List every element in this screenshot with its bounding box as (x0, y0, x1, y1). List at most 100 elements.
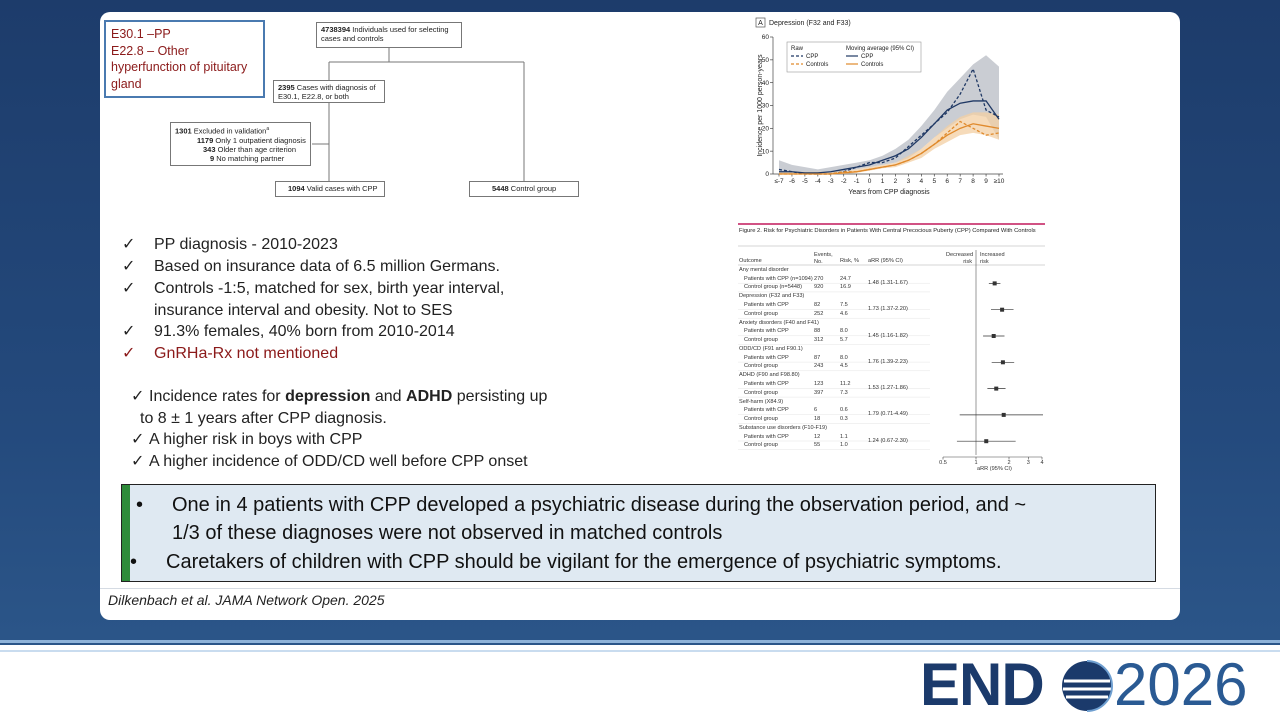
x-tick-label: 8 (971, 178, 975, 185)
events: 270 (814, 275, 824, 282)
risk: 11.2 (840, 380, 851, 387)
outcome: ODD/CD (F91 and F90.1) (739, 345, 803, 352)
count: 343 (203, 144, 216, 154)
x-tick-label: 4 (1040, 460, 1044, 466)
outcome: Self-harm (X84.9) (739, 398, 784, 405)
x-tick-label: 1 (974, 460, 978, 466)
label: Only 1 outpatient diagnosis (215, 135, 306, 145)
row-label: Control group (744, 389, 778, 396)
panel-label-box (755, 17, 766, 28)
row-label: Control group (744, 442, 778, 449)
x-tick-label: 7 (958, 178, 962, 185)
y-tick-label: 30 (762, 103, 770, 110)
events: 82 (814, 302, 821, 308)
events: 55 (814, 442, 821, 449)
conclusion-box: One in 4 patients with CPP developed a p… (121, 484, 1156, 582)
label: Valid cases with CPP (306, 184, 378, 193)
count: 2395 (278, 83, 295, 92)
legend-box (786, 41, 922, 73)
x-tick-label: 3 (1026, 460, 1030, 466)
x-tick-label: ≥10 (994, 178, 1005, 185)
flow-excluded: 1301 Excluded in validationa 1179 Only 1… (170, 122, 311, 166)
x-tick-label: -1 (854, 178, 860, 185)
forest-title: Figure 2. Risk for Psychiatric Disorders… (739, 228, 1036, 234)
finding-item: PP diagnosis - 2010-2023 (122, 234, 534, 256)
citation: Dilkenbach et al. JAMA Network Open. 202… (108, 592, 385, 608)
x-tick-label: 5 (932, 178, 936, 185)
logo-left: END (920, 651, 1045, 718)
row-label: Patients with CPP (744, 354, 789, 361)
y-tick-label: 60 (762, 34, 770, 41)
arr-label: 1.76 (1.39-2.23) (868, 358, 908, 365)
arr-marker (992, 281, 997, 286)
excluded-item: 1179 Only 1 outpatient diagnosis (175, 136, 306, 145)
footnote: a (266, 126, 270, 132)
flow-node: 2395 Cases with diagnosis of E30.1, E22.… (273, 80, 385, 103)
code-line: E30.1 –PP (111, 27, 171, 41)
risk: 1.1 (840, 433, 848, 440)
header: Increased risk (980, 252, 1005, 265)
legend-label: Controls (861, 62, 883, 68)
events: 88 (814, 328, 821, 335)
count: 1179 (197, 135, 214, 145)
label: No matching partner (216, 153, 285, 163)
x-tick-label: 2 (1007, 460, 1011, 466)
code-line: E22.8 – Other hyperfunction of pituitary… (111, 43, 248, 91)
events: 397 (814, 389, 824, 396)
header: aRR (95% CI) (868, 258, 903, 264)
risk: 8.0 (840, 328, 848, 335)
arr-label: 1.73 (1.37-2.20) (868, 306, 908, 313)
risk: 0.6 (840, 407, 848, 414)
header: Decreased risk (946, 252, 974, 265)
flow-node: 4738394 Individuals used for selecting c… (316, 22, 462, 48)
events: 920 (814, 284, 824, 291)
header: Outcome (739, 258, 762, 264)
x-tick-label: -4 (815, 178, 821, 185)
series-line (779, 100, 1000, 174)
label: Control group (510, 184, 557, 193)
events: 12 (814, 433, 821, 440)
y-tick-label: 20 (762, 126, 770, 133)
divider (100, 588, 1180, 589)
x-axis-label: Years from CPP diagnosis (848, 189, 930, 196)
excluded-item: 9 No matching partner (175, 154, 306, 163)
arr-label: 1.48 (1.31-1.67) (868, 279, 908, 286)
incidence-item: Incidence rates for depression and ADHD … (122, 386, 560, 429)
logo-right: 2026 (1114, 651, 1248, 718)
flow-node: 5448 Control group (469, 181, 579, 197)
finding-item: 91.3% females, 40% born from 2010-2014 (122, 321, 534, 343)
text-segment: persisting up to 8 ± 1 years after CPP d… (140, 388, 548, 427)
y-tick-label: 50 (762, 57, 770, 64)
incidence-item: A higher incidence of ODD/CD well before… (122, 451, 560, 473)
risk: 0.3 (840, 415, 848, 422)
text-segment: depression (285, 388, 371, 405)
risk: 24.7 (840, 275, 851, 282)
x-axis-label: aRR (95% CI) (977, 466, 1012, 472)
finding-item: Based on insurance data of 6.5 million G… (122, 256, 534, 278)
risk: 16.9 (840, 284, 851, 291)
stripe (0, 650, 1280, 652)
incidence-item: A higher risk in boys with CPP (122, 429, 560, 451)
x-tick-label: ≤-7 (774, 178, 784, 185)
accent-bar (122, 485, 130, 581)
risk: 4.5 (840, 363, 848, 370)
excluded-item: 343 Older than age criterion (175, 145, 306, 154)
conclusion-item: One in 4 patients with CPP developed a p… (136, 491, 1032, 547)
arr-marker (991, 334, 996, 338)
events: 6 (814, 407, 818, 414)
row-label: Patients with CPP (744, 433, 789, 440)
label: Older than age criterion (217, 144, 296, 154)
legend-group: Raw (791, 46, 804, 52)
row-label: Patients with CPP (n=1094) (744, 275, 813, 282)
x-tick-label: 0 (868, 178, 872, 185)
row-label: Patients with CPP (744, 302, 789, 308)
count: 5448 (492, 184, 509, 193)
events: 123 (814, 380, 824, 387)
x-tick-label: 1 (881, 178, 885, 185)
row-label: Control group (744, 415, 778, 422)
x-tick-label: 2 (894, 178, 898, 185)
arr-label: 1.24 (0.67-2.30) (868, 437, 908, 444)
